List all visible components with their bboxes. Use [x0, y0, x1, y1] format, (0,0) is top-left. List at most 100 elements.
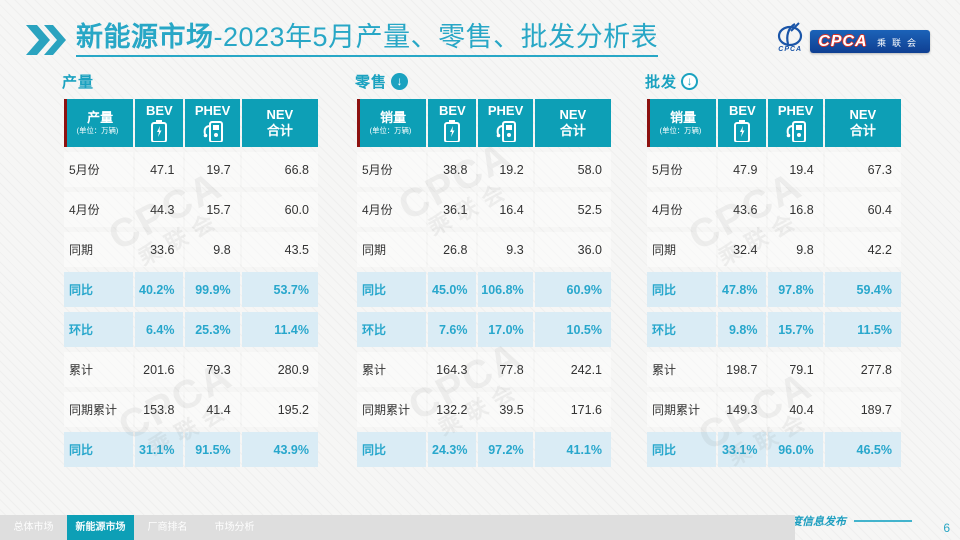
measure-label: 产量 — [87, 109, 114, 125]
cell-value: 9.8 — [185, 232, 240, 267]
cell-value: 19.4 — [768, 152, 823, 187]
cell-value: 60.4 — [824, 192, 901, 227]
footer-tab[interactable]: 市场分析 — [214, 522, 255, 533]
row-label: 同比 — [647, 272, 717, 307]
cell-value: 16.8 — [768, 192, 823, 227]
cell-value: 44.3 — [135, 192, 184, 227]
row-label: 同比 — [357, 272, 427, 307]
section-head: 零售 ↓ — [355, 70, 613, 92]
cell-value: 280.9 — [241, 352, 318, 387]
row-label: 累计 — [357, 352, 427, 387]
cell-value: 45.0% — [428, 272, 477, 307]
table-row: 5月份 47.1 19.7 66.8 — [64, 152, 318, 187]
table-row: 5月份 47.9 19.4 67.3 — [647, 152, 901, 187]
row-label: 同期累计 — [647, 392, 717, 427]
cell-value: 24.3% — [428, 432, 477, 467]
cell-value: 6.4% — [135, 312, 184, 347]
cell-value: 43.5 — [241, 232, 318, 267]
cpca-swirl-caption: CPCA — [778, 46, 803, 53]
cell-value: 91.5% — [185, 432, 240, 467]
measure-label: 销量 — [380, 109, 407, 125]
cpca-swirl-icon: CPCA — [775, 22, 805, 53]
table-row: 同期 26.8 9.3 36.0 — [357, 232, 611, 267]
table-row: 环比 6.4% 25.3% 11.4% — [64, 312, 318, 347]
table-corner-header: 销量 (单位：万辆) — [647, 99, 717, 147]
cell-value: 47.1 — [135, 152, 184, 187]
cell-value: 40.4 — [768, 392, 823, 427]
cell-value: 132.2 — [428, 392, 477, 427]
cell-value: 58.0 — [534, 152, 611, 187]
row-label: 同期累计 — [64, 392, 134, 427]
table-row: 同期累计 149.3 40.4 189.7 — [647, 392, 901, 427]
measure-label: 销量 — [670, 109, 697, 125]
column-header-nev: NEV 合计 — [241, 99, 318, 147]
row-label: 同期 — [357, 232, 427, 267]
cell-value: 15.7% — [768, 312, 823, 347]
section-title: 批发 — [645, 73, 678, 91]
table-row: 累计 198.7 79.1 277.8 — [647, 352, 901, 387]
page-title: 新能源市场-2023年5月产量、零售、批发分析表 — [76, 22, 659, 58]
cell-value: 52.5 — [534, 192, 611, 227]
table-row: 同期累计 132.2 39.5 171.6 — [357, 392, 611, 427]
battery-icon — [734, 119, 751, 142]
cell-value: 47.9 — [718, 152, 767, 187]
column-header-bev: BEV — [428, 99, 477, 147]
section-title: 产量 — [62, 73, 95, 91]
footer-tab[interactable]: 厂商排名 — [147, 522, 188, 533]
cell-value: 39.5 — [478, 392, 533, 427]
row-label: 环比 — [647, 312, 717, 347]
row-label: 同比 — [647, 432, 717, 467]
cell-value: 32.4 — [718, 232, 767, 267]
cpca-logo: CPCA CPCA 乘联会 — [775, 22, 930, 53]
cell-value: 66.8 — [241, 152, 318, 187]
cell-value: 195.2 — [241, 392, 318, 427]
footer-line-right — [854, 520, 912, 522]
table-row: 环比 7.6% 17.0% 10.5% — [357, 312, 611, 347]
cell-value: 43.9% — [241, 432, 318, 467]
cell-value: 41.1% — [534, 432, 611, 467]
charger-icon — [786, 120, 806, 142]
footer-tab[interactable]: 新能源市场 — [67, 515, 134, 540]
cell-value: 97.2% — [478, 432, 533, 467]
cell-value: 26.8 — [428, 232, 477, 267]
cell-value: 164.3 — [428, 352, 477, 387]
cell-value: 60.0 — [241, 192, 318, 227]
data-table: 销量 (单位：万辆) BEV PHEV NEV 合计 — [645, 94, 903, 472]
table-row: 同期 32.4 9.8 42.2 — [647, 232, 901, 267]
cpca-logo-subtitle: 乘联会 — [876, 38, 922, 48]
cell-value: 36.1 — [428, 192, 477, 227]
cell-value: 149.3 — [718, 392, 767, 427]
cell-value: 106.8% — [478, 272, 533, 307]
cell-value: 19.7 — [185, 152, 240, 187]
table-row: 同期累计 153.8 41.4 195.2 — [64, 392, 318, 427]
footer-tab[interactable]: 总体市场 — [13, 522, 54, 533]
cell-value: 277.8 — [824, 352, 901, 387]
cell-value: 79.3 — [185, 352, 240, 387]
cell-value: 33.6 — [135, 232, 184, 267]
cell-value: 99.9% — [185, 272, 240, 307]
cell-value: 43.6 — [718, 192, 767, 227]
cell-value: 41.4 — [185, 392, 240, 427]
row-label: 5月份 — [357, 152, 427, 187]
table-corner-header: 销量 (单位：万辆) — [357, 99, 427, 147]
row-label: 累计 — [64, 352, 134, 387]
table-row: 4月份 36.1 16.4 52.5 — [357, 192, 611, 227]
row-label: 环比 — [357, 312, 427, 347]
cell-value: 17.0% — [478, 312, 533, 347]
section-head: 产量 ↓ — [62, 70, 320, 92]
column-header-phev: PHEV — [185, 99, 240, 147]
column-header-bev: BEV — [135, 99, 184, 147]
table-row: 同比 47.8% 97.8% 59.4% — [647, 272, 901, 307]
table-row: 累计 201.6 79.3 280.9 — [64, 352, 318, 387]
table-corner-header: 产量 (单位：万辆) — [64, 99, 134, 147]
cell-value: 7.6% — [428, 312, 477, 347]
slide-header: 新能源市场-2023年5月产量、零售、批发分析表 CPCA CPCA 乘联会 — [26, 16, 934, 64]
down-arrow-icon: ↓ — [681, 72, 699, 90]
cpca-logo-text: CPCA — [818, 33, 868, 50]
row-label: 4月份 — [357, 192, 427, 227]
row-label: 环比 — [64, 312, 134, 347]
cell-value: 67.3 — [824, 152, 901, 187]
cell-value: 40.2% — [135, 272, 184, 307]
cell-value: 77.8 — [478, 352, 533, 387]
